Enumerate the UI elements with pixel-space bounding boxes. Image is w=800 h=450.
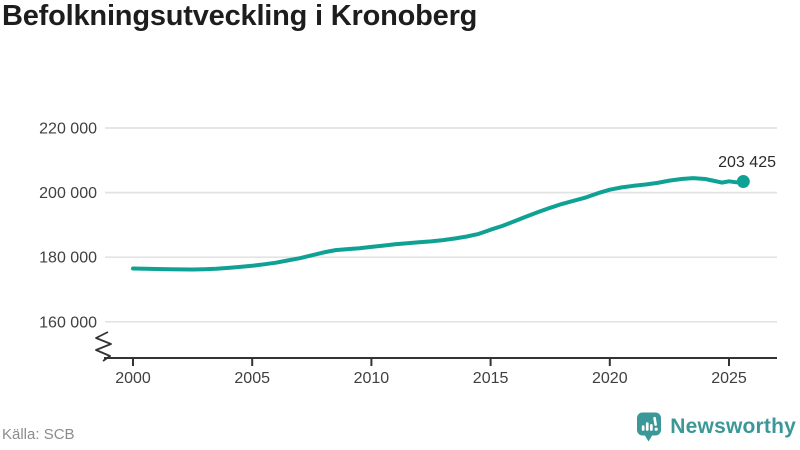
- population-line: [131, 176, 746, 272]
- x-axis-tick-label: 2020: [592, 370, 628, 387]
- x-axis-tick-label: 2005: [234, 370, 270, 387]
- axis-break-icon: [95, 331, 112, 362]
- chart-title: Befolkningsutveckling i Kronoberg: [2, 0, 478, 32]
- y-axis-tick-label: 220 000: [39, 121, 97, 138]
- y-axis-tick-label: 160 000: [39, 314, 97, 331]
- x-axis-tick-label: 2010: [354, 370, 390, 387]
- end-point-dot: [736, 175, 750, 189]
- source-note: Källa: SCB: [2, 426, 75, 443]
- x-axis-tick-label: 2000: [115, 370, 151, 387]
- x-axis-tick-label: 2015: [473, 370, 509, 387]
- x-axis-tick-label: 2025: [711, 370, 747, 387]
- newsworthy-logo-text: Newsworthy: [670, 415, 796, 438]
- newsworthy-bubble-chart-icon: [637, 412, 662, 442]
- y-axis-tick-label: 200 000: [39, 185, 97, 202]
- y-axis-tick-label: 180 000: [39, 250, 97, 267]
- end-value-label: 203 425: [718, 154, 776, 171]
- newsworthy-logo: Newsworthy: [635, 411, 796, 443]
